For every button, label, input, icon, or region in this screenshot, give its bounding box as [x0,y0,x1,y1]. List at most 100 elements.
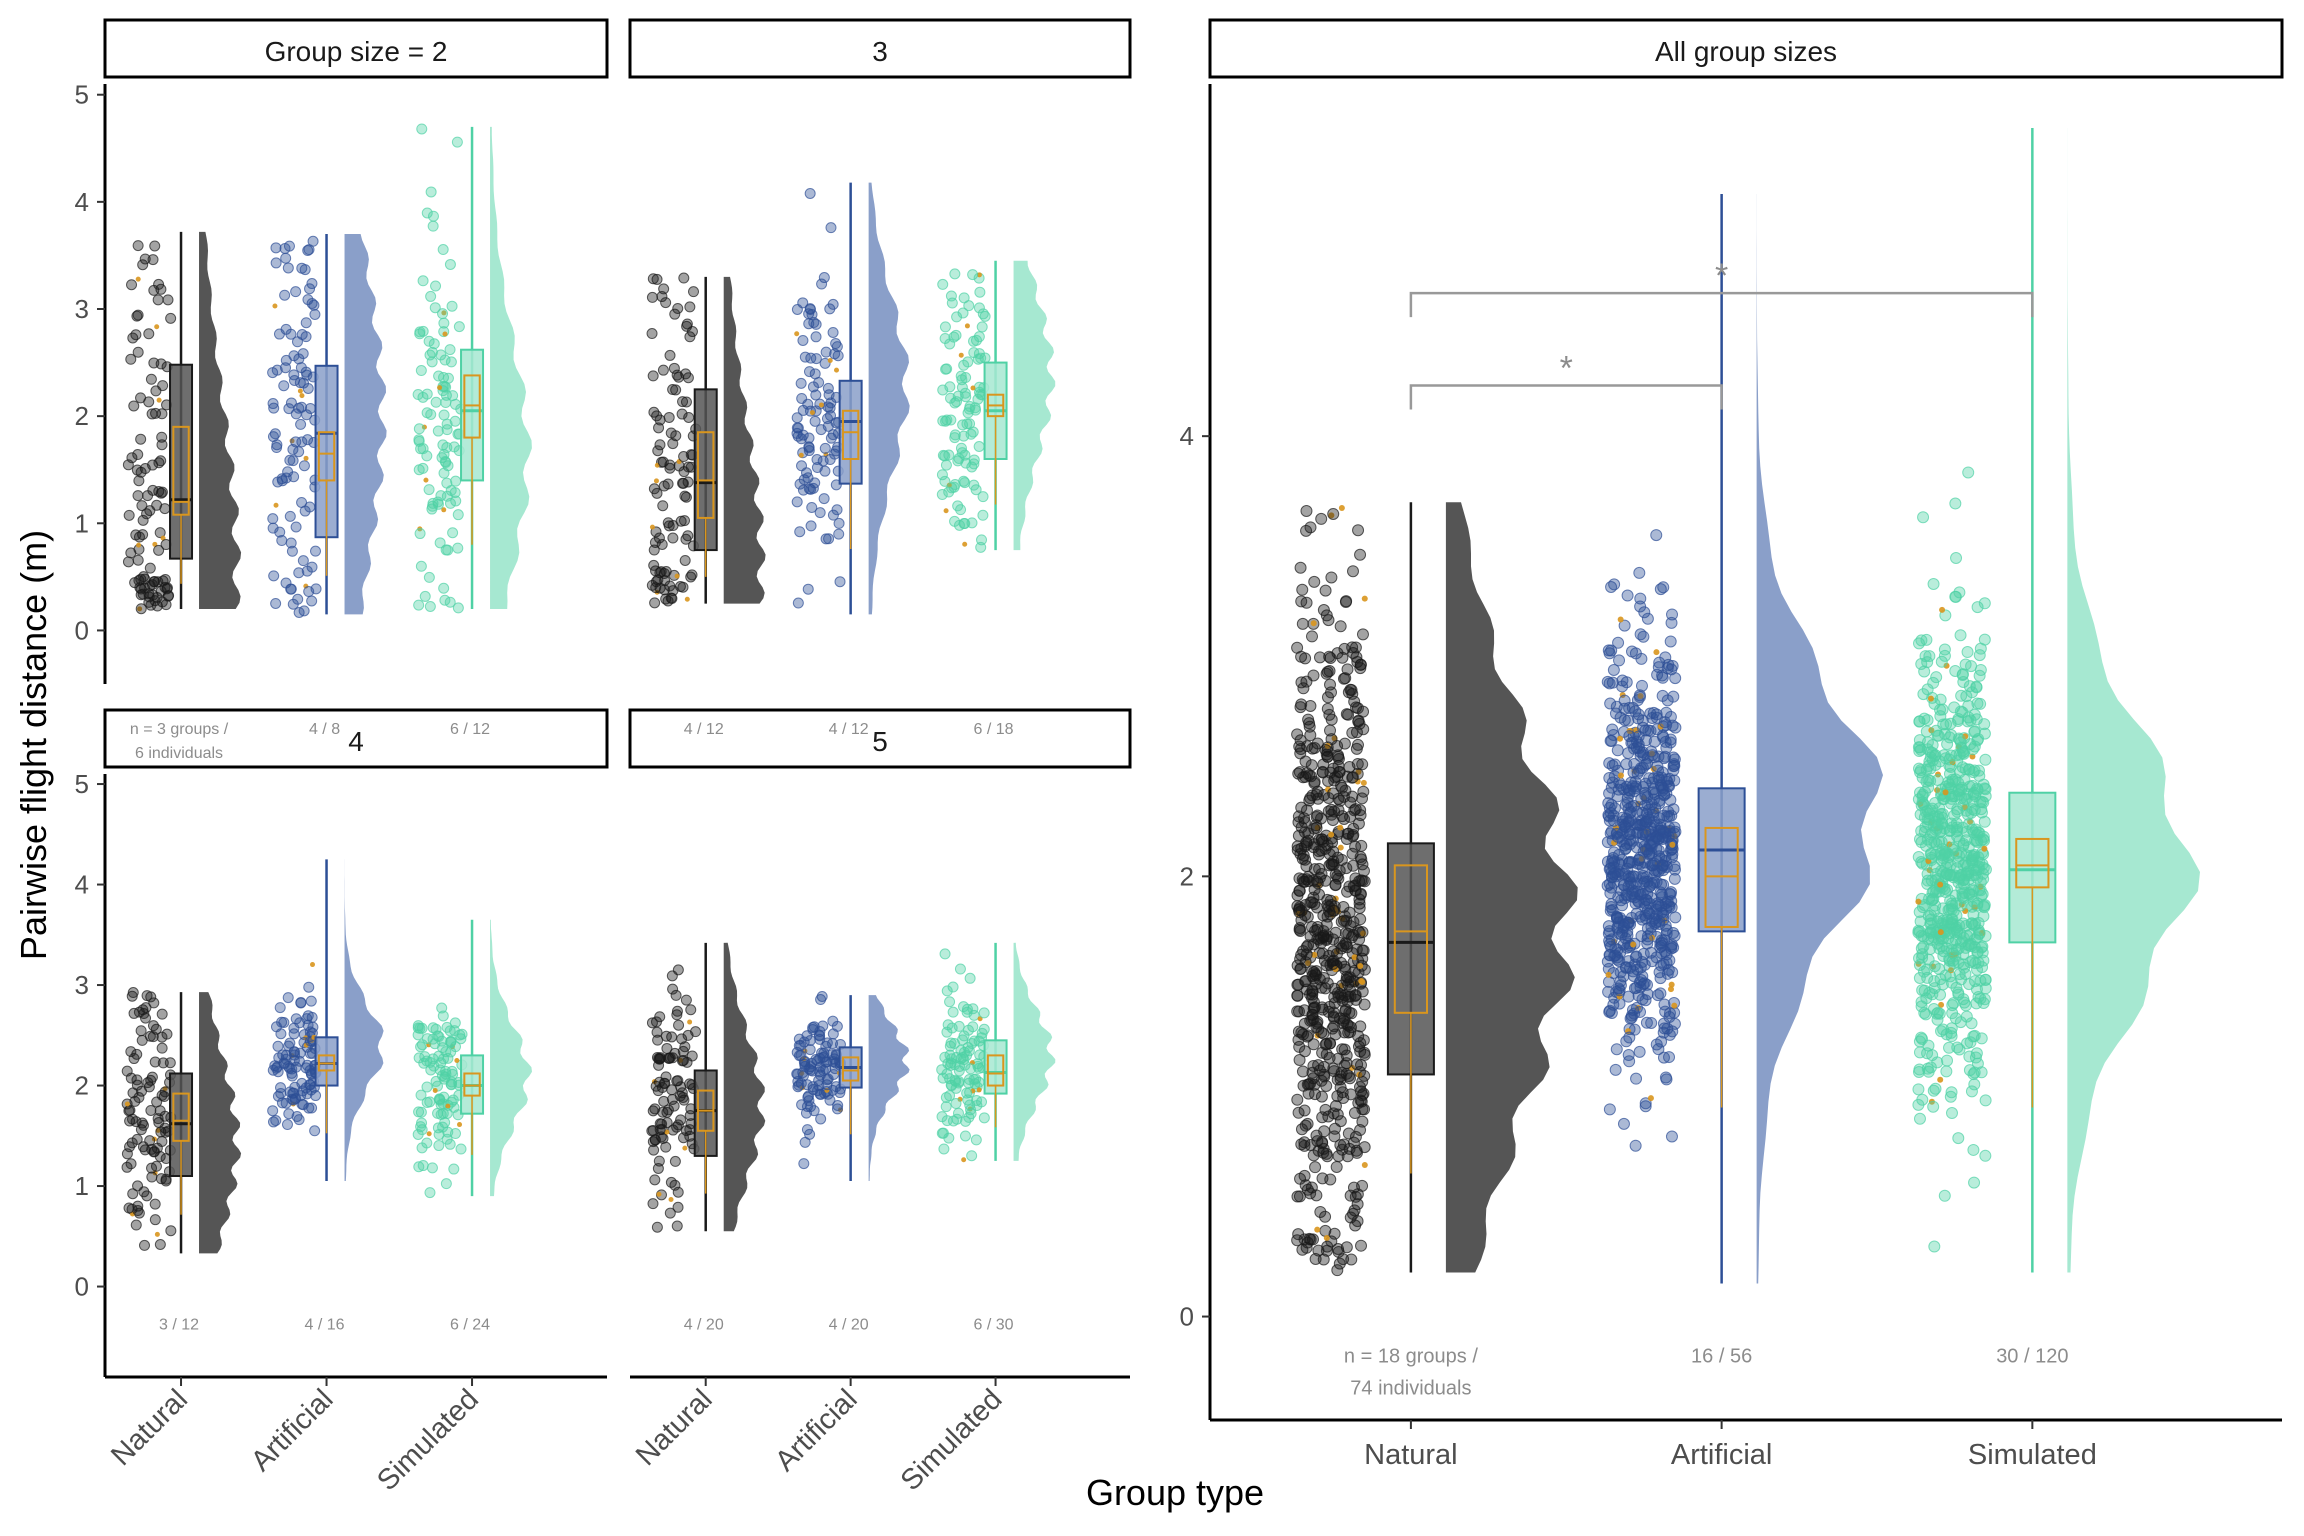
data-point [827,358,833,364]
data-point [156,439,168,451]
data-point [1927,1084,1940,1097]
data-point [646,1017,658,1029]
data-point [814,507,826,519]
series-natural: 3 / 12 Natural [105,987,242,1472]
data-point [1944,717,1957,730]
data-point [451,136,463,148]
data-point [1338,505,1345,512]
data-point [125,1046,137,1058]
data-point [819,442,831,454]
data-point [1350,701,1363,714]
data-point [1915,898,1922,905]
data-point [421,388,433,400]
data-point [825,222,837,234]
data-point [1603,677,1616,690]
data-point [961,1087,973,1099]
data-point [446,300,458,312]
data-point [1667,926,1680,939]
data-point [814,1052,826,1064]
data-point [283,240,295,252]
data-point [1314,1205,1327,1218]
density-simulated [1013,942,1056,1161]
data-point [1346,726,1359,739]
data-point [1338,914,1351,927]
data-point [1927,676,1940,689]
data-point [1329,868,1342,881]
data-point [956,381,968,393]
data-point [155,487,167,499]
data-point [151,1096,163,1108]
data-point [1300,596,1313,609]
data-point [827,509,839,521]
data-point [1941,738,1954,751]
data-point [302,244,314,256]
data-point [810,353,822,365]
data-point [1970,713,1983,726]
data-point [1350,742,1363,755]
data-point [1327,1006,1340,1019]
data-point [310,1090,322,1102]
data-point [1308,775,1321,788]
data-point [809,410,815,416]
data-point [423,335,435,347]
data-point [649,1174,661,1186]
data-point [155,585,167,597]
data-point [1977,910,1990,923]
data-point [1340,1241,1353,1254]
data-point [127,1188,139,1200]
data-point [1304,521,1317,534]
data-point [799,1136,811,1148]
data-point [685,571,697,583]
data-point [795,1039,807,1051]
data-point [1339,1003,1352,1016]
density-simulated [490,126,532,609]
data-point [960,372,972,384]
data-point [123,1141,135,1153]
strip-size4: 4 [103,708,609,769]
data-point [1943,1041,1956,1054]
data-point [274,1002,286,1014]
data-point [1601,955,1614,968]
data-point [135,583,147,595]
data-point [1349,1130,1362,1143]
data-point [1352,817,1365,830]
series-simulated: 6 / 24 Simulated [371,919,532,1497]
data-point [423,571,435,583]
data-point [937,1072,949,1084]
data-point [794,331,800,337]
data-point [1923,650,1936,663]
data-point [1334,1139,1347,1152]
data-point [1358,1069,1371,1082]
data-point [944,338,956,350]
data-point [452,509,464,521]
series-natural: 4 / 12 [646,272,766,738]
data-point [141,508,153,520]
data-point [1631,767,1644,780]
data-point [1927,577,1940,590]
data-point [662,478,674,490]
data-point [1346,687,1359,700]
data-point [1298,1139,1311,1152]
data-point [1968,1066,1981,1079]
data-point [1617,735,1624,742]
data-point [275,1082,287,1094]
data-point [957,1096,963,1102]
data-point [1650,1038,1663,1051]
data-point [686,326,698,338]
data-point [1930,724,1943,737]
data-point [271,1061,283,1073]
data-point [805,352,817,364]
data-point [424,1056,436,1068]
data-point [667,438,679,450]
data-point [656,1082,668,1094]
data-point [1666,608,1679,621]
data-point [1924,847,1937,860]
data-point [1653,966,1666,979]
data-point [454,1057,460,1063]
data-point [1650,529,1663,542]
data-point [1975,795,1988,808]
data-point [971,1094,983,1106]
data-point [798,474,810,486]
data-point [1294,962,1307,975]
data-point [432,1088,438,1094]
